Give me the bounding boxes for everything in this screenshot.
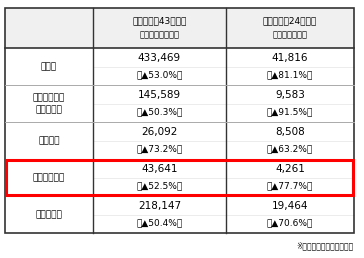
- Text: 南房総地域: 南房総地域: [36, 210, 63, 219]
- Text: ベイエリア・: ベイエリア・: [33, 93, 65, 102]
- Text: 9,583: 9,583: [275, 90, 305, 100]
- Text: 145,589: 145,589: [138, 90, 181, 100]
- Text: ※かっこ書きは前年同月比: ※かっこ書きは前年同月比: [297, 241, 354, 251]
- Text: 43,641: 43,641: [141, 164, 178, 174]
- Text: （▲70.6%）: （▲70.6%）: [267, 219, 313, 228]
- Text: （▲50.3%）: （▲50.3%）: [136, 108, 183, 117]
- Text: 県全体: 県全体: [41, 62, 57, 71]
- Text: 19,464: 19,464: [272, 201, 308, 211]
- Text: （単位：人泊）: （単位：人泊）: [273, 30, 308, 39]
- Text: （▲81.1%）: （▲81.1%）: [267, 70, 313, 79]
- Text: 8,508: 8,508: [275, 127, 305, 137]
- Text: （▲50.4%）: （▲50.4%）: [136, 219, 183, 228]
- Text: （▲63.2%）: （▲63.2%）: [267, 144, 313, 154]
- Text: 218,147: 218,147: [138, 201, 181, 211]
- Text: 26,092: 26,092: [141, 127, 178, 137]
- Bar: [5, 8, 354, 48]
- Text: （▲52.5%）: （▲52.5%）: [136, 182, 183, 190]
- Text: 観光施設（43施設）: 観光施設（43施設）: [132, 17, 187, 26]
- Text: （▲73.2%）: （▲73.2%）: [136, 144, 183, 154]
- Text: 41,816: 41,816: [272, 53, 308, 63]
- Text: （▲77.7%）: （▲77.7%）: [267, 182, 313, 190]
- Text: 北総地域: 北総地域: [38, 136, 60, 145]
- Text: 宿泊施設（24施設）: 宿泊施設（24施設）: [263, 17, 317, 26]
- Text: （▲53.0%）: （▲53.0%）: [136, 70, 183, 79]
- Text: 433,469: 433,469: [138, 53, 181, 63]
- Text: （単位：人地点）: （単位：人地点）: [139, 30, 179, 39]
- Text: 九十九里地域: 九十九里地域: [33, 173, 65, 182]
- Bar: [5, 8, 354, 233]
- Text: （▲91.5%）: （▲91.5%）: [267, 108, 313, 117]
- Bar: [6, 160, 353, 195]
- Text: 東葛飾地域: 東葛飾地域: [36, 105, 63, 114]
- Text: 4,261: 4,261: [275, 164, 305, 174]
